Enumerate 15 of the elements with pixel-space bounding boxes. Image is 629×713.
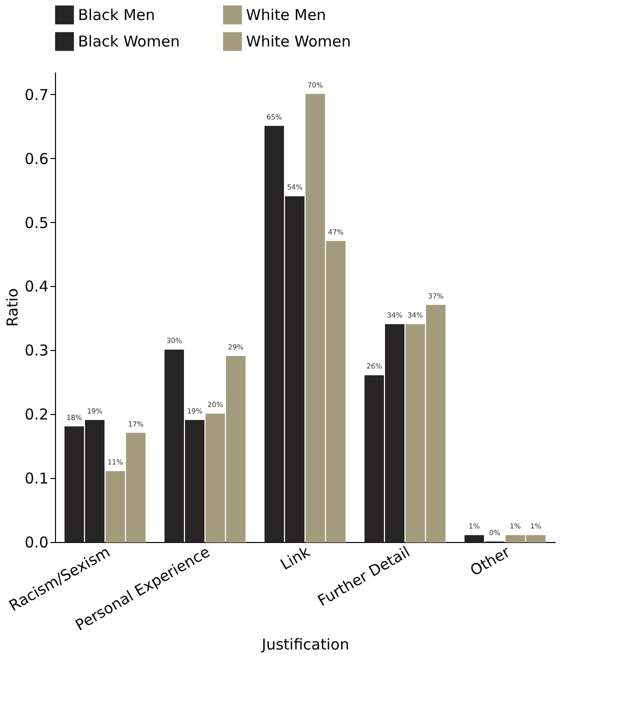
x-axis-title: Justification [260, 636, 350, 654]
legend-label: White Women [246, 32, 351, 50]
y-axis-title: Ratio [4, 288, 22, 327]
y-tick-label: 0.1 [24, 470, 48, 488]
y-tick-label: 0.5 [24, 214, 48, 232]
y-tick-label: 0.2 [24, 406, 48, 424]
y-tick-label: 0.7 [24, 86, 48, 104]
y-tick-label: 0.4 [24, 278, 48, 296]
y-tick-label: 0.3 [24, 342, 48, 360]
y-tick-label: 0.6 [24, 150, 48, 168]
legend-label: Black Men [78, 6, 156, 24]
legend-label: White Men [246, 6, 326, 24]
y-tick-label: 0.0 [24, 534, 48, 552]
x-tick-label: Link [277, 542, 314, 574]
legend-label: Black Women [78, 32, 180, 50]
